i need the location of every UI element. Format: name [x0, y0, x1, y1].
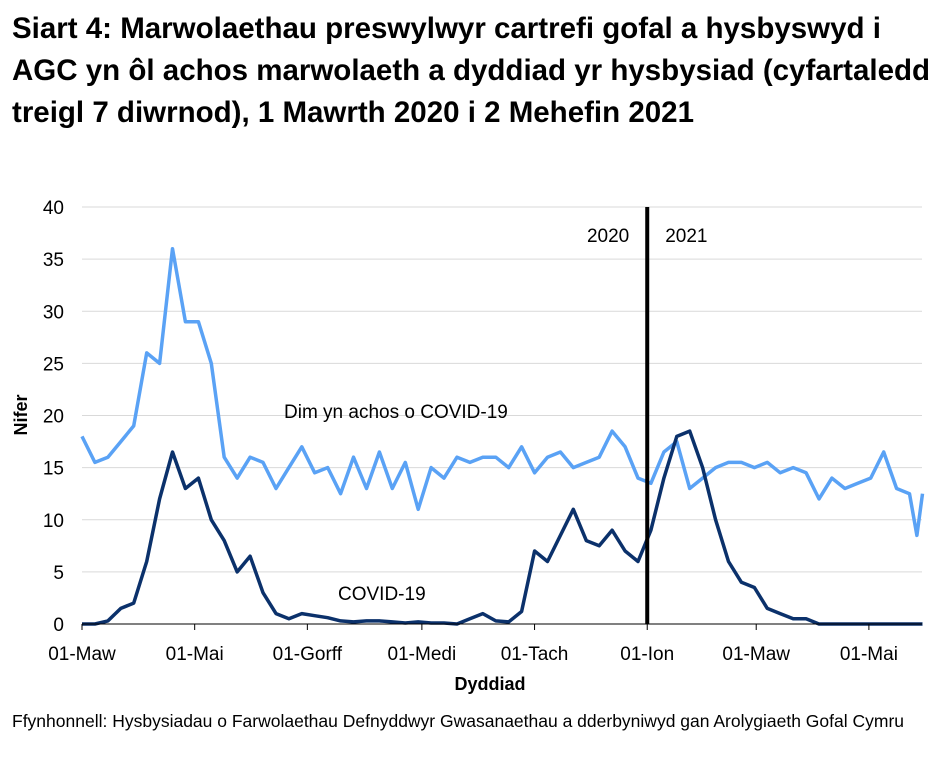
y-tick-label: 0 [53, 615, 64, 636]
series-line-covid [82, 429, 923, 626]
series-label-non-covid: Dim yn achos o COVID-19 [284, 402, 508, 423]
x-tick-label: 01-Mai [166, 644, 224, 665]
x-tick-label: 01-Maw [48, 644, 116, 665]
source-note: Ffynhonnell: Hysbysiadau o Farwolaethau … [12, 711, 905, 731]
series-line-non-covid [80, 246, 925, 538]
series-label-covid: COVID-19 [338, 584, 426, 605]
x-axis-label: Dyddiad [454, 674, 525, 694]
y-tick-label: 25 [43, 354, 64, 375]
x-tick-label: 01-Gorff [273, 644, 343, 665]
x-tick-label: 01-Maw [722, 644, 790, 665]
chart-title: Siart 4: Marwolaethau preswylwyr cartref… [12, 12, 931, 129]
year-label-2020: 2020 [587, 226, 629, 247]
y-tick-label: 35 [43, 250, 64, 271]
y-tick-label: 40 [43, 198, 64, 219]
y-tick-label: 30 [43, 302, 64, 323]
y-tick-label: 20 [43, 407, 64, 428]
y-tick-label: 5 [53, 563, 64, 584]
x-tick-label: 01-Ion [620, 644, 674, 665]
year-label-2021: 2021 [665, 226, 707, 247]
x-tick-label: 01-Medi [388, 644, 457, 665]
y-tick-label: 10 [43, 511, 64, 532]
y-axis-label: Nifer [11, 394, 31, 435]
y-tick-label: 15 [43, 459, 64, 480]
x-tick-label: 01-Mai [840, 644, 898, 665]
x-tick-label: 01-Tach [501, 644, 569, 665]
